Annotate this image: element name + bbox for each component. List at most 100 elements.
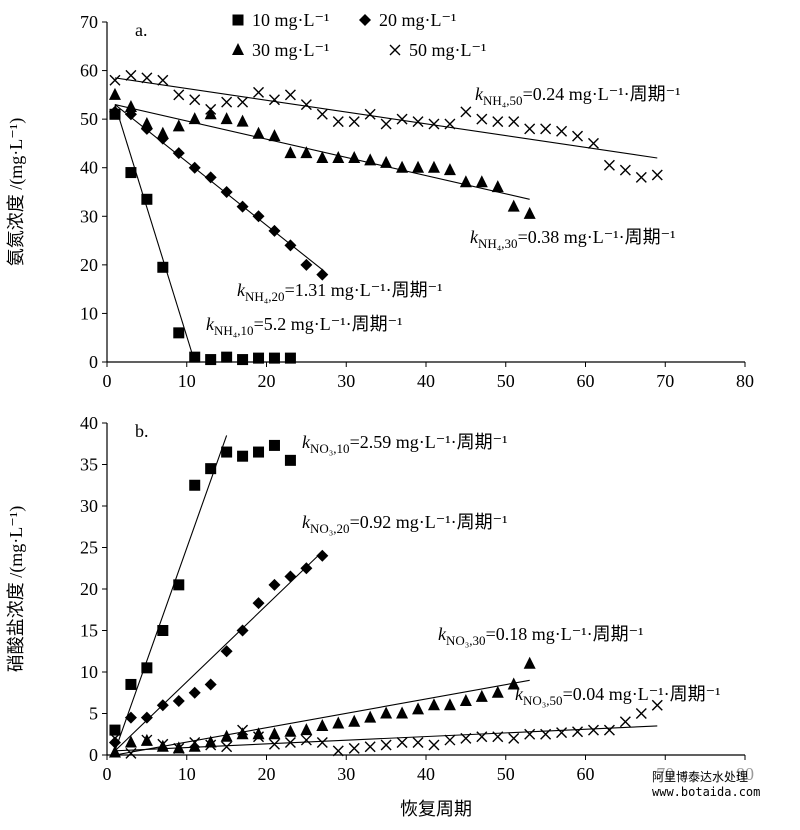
annotation-sub: NO₃,30	[446, 633, 486, 648]
marker-diamond	[204, 171, 217, 184]
marker-triangle	[427, 160, 440, 173]
annotation-k: k	[206, 314, 215, 334]
marker-triangle	[475, 689, 488, 702]
marker-triangle	[412, 702, 425, 715]
marker-diamond	[140, 711, 153, 724]
marker-triangle	[507, 199, 520, 212]
marker-square	[125, 167, 137, 179]
marker-triangle	[316, 151, 329, 163]
marker-triangle	[232, 43, 244, 55]
y-tick-label: 60	[80, 61, 98, 81]
annotation: kNO₃,50=0.04 mg·L⁻¹·周期⁻¹	[515, 684, 721, 708]
marker-cross	[572, 130, 584, 142]
y-axis-label: 氨氮浓度 /(mg·L⁻¹)	[6, 118, 27, 266]
marker-triangle	[491, 180, 504, 193]
trend-line	[114, 679, 530, 756]
x-tick-label: 60	[577, 764, 595, 784]
marker-cross	[444, 118, 456, 130]
annotation-sub: NH₄,30	[478, 236, 518, 251]
marker-cross	[619, 164, 631, 176]
marker-cross	[603, 159, 615, 171]
marker-cross	[253, 86, 265, 98]
marker-cross	[603, 724, 615, 736]
y-tick-label: 0	[89, 745, 98, 765]
marker-cross	[412, 116, 424, 128]
x-tick-label: 30	[337, 764, 355, 784]
marker-diamond	[359, 14, 371, 26]
x-tick-label: 40	[417, 371, 435, 391]
marker-square	[268, 352, 280, 364]
marker-cross	[651, 169, 663, 181]
x-tick-label: 50	[497, 764, 515, 784]
marker-cross	[237, 96, 249, 108]
x-tick-label: 10	[178, 371, 196, 391]
marker-cross	[284, 89, 296, 101]
marker-diamond	[284, 570, 297, 583]
marker-triangle	[332, 151, 345, 163]
marker-cross	[189, 737, 201, 749]
marker-square	[141, 662, 153, 674]
y-tick-label: 30	[80, 496, 98, 516]
marker-square	[173, 327, 185, 339]
marker-triangle	[140, 117, 153, 129]
x-tick-label: 0	[103, 371, 112, 391]
y-tick-label: 40	[80, 158, 98, 178]
marker-triangle	[236, 114, 249, 127]
marker-square	[205, 354, 217, 366]
marker-triangle	[204, 735, 217, 748]
annotation: kNO₃,20=0.92 mg·L⁻¹·周期⁻¹	[302, 512, 508, 536]
marker-diamond	[252, 597, 265, 610]
marker-triangle	[236, 727, 249, 740]
marker-cross	[444, 734, 456, 746]
x-tick-label: 30	[337, 371, 355, 391]
annotation: kNH₄,50=0.24 mg·L⁻¹·周期⁻¹	[475, 84, 681, 108]
marker-square	[157, 261, 169, 273]
annotation-rest: =0.04 mg·L⁻¹·周期⁻¹	[563, 684, 721, 704]
marker-diamond	[172, 147, 185, 160]
watermark: 阿里博泰达水处理	[652, 769, 748, 784]
y-tick-label: 0	[89, 352, 98, 372]
annotation-sub: NO₃,10	[310, 441, 350, 456]
marker-triangle	[252, 126, 265, 139]
marker-cross	[619, 716, 631, 728]
marker-diamond	[204, 678, 217, 691]
marker-triangle	[412, 160, 425, 173]
marker-cross	[396, 113, 408, 125]
marker-triangle	[523, 206, 536, 219]
marker-triangle	[204, 107, 217, 120]
marker-triangle	[348, 151, 361, 163]
marker-cross	[173, 742, 185, 754]
marker-triangle	[108, 745, 121, 758]
marker-triangle	[172, 741, 185, 754]
marker-diamond	[156, 699, 169, 712]
x-tick-label: 80	[736, 371, 754, 391]
marker-diamond	[316, 549, 329, 562]
annotation-k: k	[475, 84, 484, 104]
marker-triangle	[188, 112, 201, 125]
marker-cross	[173, 89, 185, 101]
marker-square	[205, 463, 217, 475]
marker-cross	[141, 734, 153, 746]
legend-label: 10 mg·L⁻¹	[252, 10, 329, 30]
marker-cross	[460, 106, 472, 118]
marker-square	[189, 479, 201, 491]
marker-diamond	[188, 161, 201, 174]
annotation-rest: =0.24 mg·L⁻¹·周期⁻¹	[523, 84, 681, 104]
marker-diamond	[300, 258, 313, 271]
marker-cross	[332, 745, 344, 757]
marker-square	[141, 193, 153, 205]
y-tick-label: 70	[80, 12, 98, 32]
annotation-rest: =1.31 mg·L⁻¹·周期⁻¹	[285, 280, 443, 300]
marker-square	[157, 625, 169, 636]
marker-cross	[460, 732, 472, 744]
marker-cross	[540, 728, 552, 740]
legend-label: 30 mg·L⁻¹	[252, 40, 329, 60]
marker-triangle	[300, 146, 313, 159]
marker-cross	[300, 99, 312, 111]
legend-label: 20 mg·L⁻¹	[379, 10, 456, 30]
x-tick-label: 60	[577, 371, 595, 391]
marker-cross	[205, 103, 217, 115]
marker-square	[189, 351, 201, 363]
marker-cross	[221, 96, 233, 108]
